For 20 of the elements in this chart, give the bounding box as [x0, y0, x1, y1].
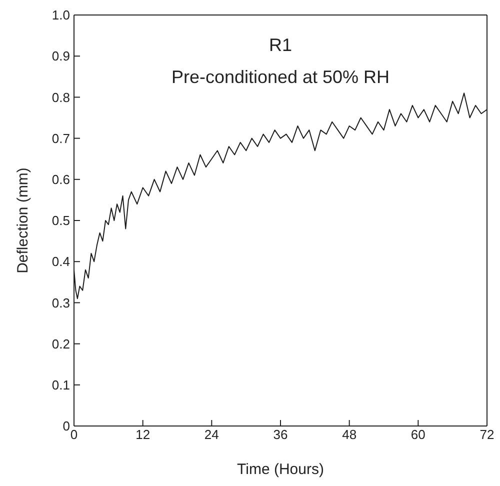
y-tick-label: 1.0	[52, 8, 70, 23]
y-tick-label: 0.1	[52, 378, 70, 393]
y-axis-title: Deflection (mm)	[14, 168, 32, 274]
x-tick-label: 72	[480, 427, 494, 442]
x-tick-label: 36	[273, 427, 288, 442]
x-tick-label: 48	[342, 427, 357, 442]
y-tick-label: 0.5	[52, 213, 70, 228]
x-tick-label: 24	[204, 427, 219, 442]
y-tick-label: 0.6	[52, 172, 70, 188]
y-tick-label: 0.2	[52, 336, 70, 352]
y-tick-label: 0.8	[52, 90, 70, 105]
x-axis-title: Time (Hours)	[237, 461, 324, 478]
y-tick-label: 0.4	[52, 254, 70, 270]
y-tick-label: 0.7	[52, 130, 70, 146]
x-tick-label: 60	[410, 427, 426, 442]
y-tick-label: 0.9	[52, 48, 70, 64]
y-tick-label: 0.3	[52, 295, 70, 310]
x-tick-label: 12	[136, 427, 150, 442]
text: R1	[268, 34, 293, 56]
text: Pre-conditioned at 50% RH	[170, 66, 391, 88]
